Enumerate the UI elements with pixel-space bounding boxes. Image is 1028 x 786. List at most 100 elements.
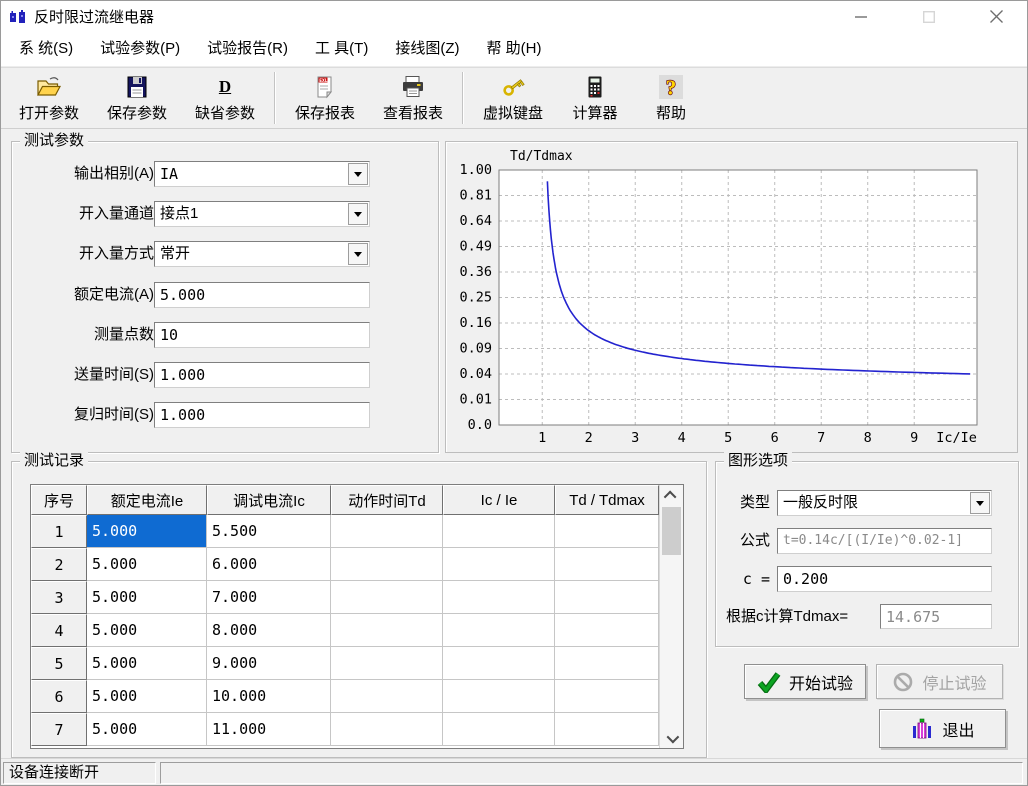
table-cell[interactable]: 5.500 xyxy=(207,515,331,548)
svg-text:0.81: 0.81 xyxy=(459,188,492,204)
svg-text:8: 8 xyxy=(864,430,872,446)
svg-text:0.36: 0.36 xyxy=(459,264,492,280)
menu-wiring-diagram[interactable]: 接线图(Z) xyxy=(395,40,460,57)
table-cell[interactable] xyxy=(331,647,443,680)
row-number[interactable]: 2 xyxy=(31,548,87,581)
table-cell[interactable]: 5.000 xyxy=(87,581,207,614)
table-cell[interactable]: 5.000 xyxy=(87,680,207,713)
table-cell[interactable] xyxy=(555,515,659,548)
table-cell[interactable] xyxy=(331,515,443,548)
chevron-down-icon[interactable] xyxy=(348,163,368,185)
menu-test-report[interactable]: 试验报告(R) xyxy=(207,40,288,57)
svg-text:?: ? xyxy=(666,76,677,100)
c-value-input[interactable]: 0.200 xyxy=(777,566,992,592)
menu-test-params[interactable]: 试验参数(P) xyxy=(100,40,181,57)
table-row: 5 5.000 9.000 xyxy=(31,647,659,680)
maximize-icon[interactable] xyxy=(906,1,951,32)
table-cell[interactable] xyxy=(331,713,443,746)
view-report-button[interactable]: 查看报表 xyxy=(369,70,457,126)
table-cell[interactable] xyxy=(555,614,659,647)
help-button[interactable]: ? 帮助 xyxy=(633,70,709,126)
menu-help[interactable]: 帮 助(H) xyxy=(486,40,542,57)
row-number[interactable]: 1 xyxy=(31,515,87,548)
table-cell[interactable]: 5.000 xyxy=(87,548,207,581)
calculator-button[interactable]: 计算器 xyxy=(557,70,633,126)
measure-points-input[interactable]: 10 xyxy=(154,322,370,348)
save-report-button[interactable]: EXL 保存报表 xyxy=(281,70,369,126)
supply-time-input[interactable]: 1.000 xyxy=(154,362,370,388)
table-cell[interactable] xyxy=(555,647,659,680)
rated-current-input[interactable]: 5.000 xyxy=(154,282,370,308)
table-cell[interactable] xyxy=(555,680,659,713)
table-cell[interactable]: 9.000 xyxy=(207,647,331,680)
svg-text:0.16: 0.16 xyxy=(459,315,492,331)
letter-d-icon: D xyxy=(218,77,232,96)
table-cell[interactable]: 10.000 xyxy=(207,680,331,713)
close-icon[interactable] xyxy=(974,1,1019,32)
chevron-down-icon[interactable] xyxy=(970,492,990,514)
table-cell[interactable] xyxy=(331,680,443,713)
table-cell[interactable] xyxy=(443,548,555,581)
table-cell[interactable]: 5.000 xyxy=(87,713,207,746)
supply-time-label: 送量时间(S) xyxy=(74,366,154,383)
graph-options-group: 图形选项 类型 一般反时限 公式 t=0.14c/[(I/Ie)^0.02-1]… xyxy=(715,452,1019,647)
table-cell[interactable] xyxy=(555,713,659,746)
table-cell[interactable] xyxy=(555,548,659,581)
reset-time-input[interactable]: 1.000 xyxy=(154,402,370,428)
table-cell[interactable] xyxy=(443,515,555,548)
table-cell-selected[interactable]: 5.000 xyxy=(87,515,207,548)
table-cell[interactable]: 6.000 xyxy=(207,548,331,581)
menu-system[interactable]: 系 统(S) xyxy=(19,40,74,57)
input-channel-combo[interactable]: 接点1 xyxy=(154,201,370,227)
svg-text:0.49: 0.49 xyxy=(459,239,492,255)
menu-tools[interactable]: 工 具(T) xyxy=(315,40,369,57)
curve-type-combo[interactable]: 一般反时限 xyxy=(777,490,992,516)
row-number[interactable]: 6 xyxy=(31,680,87,713)
start-test-button[interactable]: 开始试验 xyxy=(744,664,866,699)
table-cell[interactable]: 8.000 xyxy=(207,614,331,647)
prohibition-icon xyxy=(894,672,913,691)
input-mode-combo[interactable]: 常开 xyxy=(154,241,370,267)
row-number[interactable]: 7 xyxy=(31,713,87,746)
table-cell[interactable] xyxy=(443,614,555,647)
table-cell[interactable] xyxy=(555,581,659,614)
save-params-button[interactable]: 保存参数 xyxy=(93,70,181,126)
table-cell[interactable] xyxy=(443,647,555,680)
group-title: 测试参数 xyxy=(20,132,89,150)
virtual-keyboard-button[interactable]: 虚拟键盘 xyxy=(469,70,557,126)
stop-test-button: 停止试验 xyxy=(876,664,1003,699)
open-params-button[interactable]: 打开参数 xyxy=(5,70,93,126)
exit-label: 退出 xyxy=(942,722,975,740)
table-cell[interactable]: 11.000 xyxy=(207,713,331,746)
table-cell[interactable] xyxy=(331,614,443,647)
row-number[interactable]: 3 xyxy=(31,581,87,614)
column-header: 动作时间Td xyxy=(331,485,443,515)
svg-text:3: 3 xyxy=(631,430,639,446)
default-params-button[interactable]: D 缺省参数 xyxy=(181,70,269,126)
chevron-down-icon[interactable] xyxy=(348,243,368,265)
table-cell[interactable]: 5.000 xyxy=(87,614,207,647)
row-number[interactable]: 5 xyxy=(31,647,87,680)
chevron-down-icon[interactable] xyxy=(348,203,368,225)
table-cell[interactable]: 7.000 xyxy=(207,581,331,614)
svg-text:1: 1 xyxy=(538,430,546,446)
table-scrollbar[interactable] xyxy=(659,485,683,748)
output-phase-combo[interactable]: IA xyxy=(154,161,370,187)
svg-text:0.64: 0.64 xyxy=(459,213,492,229)
test-records-group: 测试记录 序号 额定电流Ie 调试电流Ic 动作时间Td Ic / Ie Td … xyxy=(11,452,707,758)
minimize-icon[interactable] xyxy=(838,1,883,32)
scrollbar-thumb[interactable] xyxy=(662,507,681,555)
row-number[interactable]: 4 xyxy=(31,614,87,647)
scroll-down-icon[interactable] xyxy=(660,728,683,748)
table-cell[interactable]: 5.000 xyxy=(87,647,207,680)
table-cell[interactable] xyxy=(331,548,443,581)
key-icon xyxy=(500,73,526,101)
table-cell[interactable] xyxy=(443,713,555,746)
table-cell[interactable] xyxy=(443,680,555,713)
table-cell[interactable] xyxy=(443,581,555,614)
reset-time-label: 复归时间(S) xyxy=(74,406,154,423)
exit-button[interactable]: 退出 xyxy=(879,709,1006,748)
table-cell[interactable] xyxy=(331,581,443,614)
table-row: 3 5.000 7.000 xyxy=(31,581,659,614)
